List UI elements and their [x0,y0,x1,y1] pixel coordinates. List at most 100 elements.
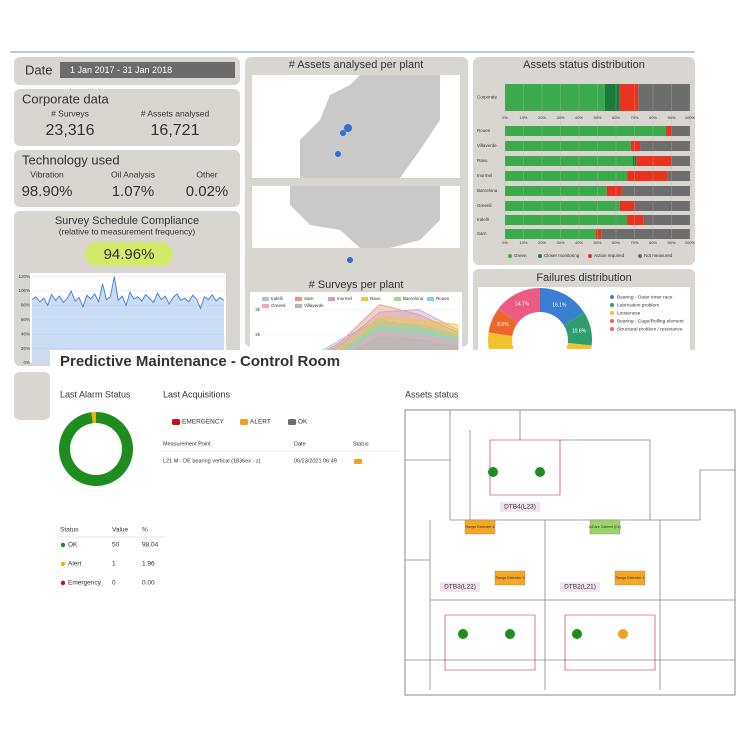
asset-status[interactable] [535,467,545,477]
status-percent: 1.96 [142,561,155,568]
bar-segment [627,171,668,181]
y-tick-label: 20% [21,346,30,351]
legend-tag [240,419,248,425]
pie-slice [563,312,592,346]
legend-label: Structural problem / resonance [617,326,683,332]
kpi-label: Other [196,169,217,179]
value-label: 14.7% [515,302,530,308]
asset-status[interactable] [458,629,468,639]
value-label: 8.0% [497,322,509,328]
bar-segment [505,126,666,136]
table-header: % [142,527,148,534]
section-title: Last Acquisitions [163,389,231,399]
bar-segment [505,171,628,181]
bar-segment [643,215,690,225]
legend-label: Green [514,253,527,258]
section-title: Last Alarm Status [60,389,131,399]
status-percent: 0.00 [142,580,155,587]
bar-segment [606,186,622,196]
legend-swatch [394,297,401,301]
legend-label: Action required [594,253,625,258]
y-tick-label: 80% [21,303,30,308]
acquisition-date: 06/23/2021 06:49 [294,458,337,464]
page-title: Predictive Maintenance - Control Room [60,353,340,370]
asset-status[interactable] [505,629,515,639]
legend-swatch [610,295,614,299]
legend-swatch [361,297,368,301]
legend-label: Ravu [370,296,381,301]
x-tick-label: 50% [593,115,601,120]
x-tick-label: 0% [502,115,508,120]
legend-label: Barcelona [403,296,424,301]
status-tag [354,459,362,464]
failures-chart: 16.1% 10.6% 8.0% 14.7% Bearing - Outer inner… [488,288,684,349]
technology-panel [14,150,240,207]
status-label: Alert [68,561,82,568]
kpi-value: 16,721 [151,122,200,139]
legend-label: Rouen [436,296,450,301]
x-tick-label: 90% [667,115,675,120]
x-tick-label: 60% [612,115,620,120]
x-tick-label: 40% [575,115,583,120]
kpi-value: 0.02% [186,183,229,200]
bar-segment [505,201,620,211]
bar-segment [505,141,631,151]
legend-label: Iralelli [271,296,283,301]
legend-label: Sarn [304,296,314,301]
bar-segment [627,215,644,225]
legend-swatch [610,319,614,323]
x-tick-label: 100% [685,115,696,120]
category-label: Barcelona [477,188,498,193]
legend-swatch [610,327,614,331]
date-dropdown[interactable] [60,62,235,78]
bar-segment [505,229,596,239]
table-header: Status [353,441,369,447]
legend-label: Greenli [271,303,286,308]
category-label: Greenli [477,203,492,208]
y-tick-label: 0% [23,360,30,365]
x-tick-label: 100% [685,240,696,245]
status-label: OK [68,542,78,549]
bar-segment [671,156,690,166]
kpi-label: Vibration [30,169,64,179]
category-label: Sarn [477,231,487,236]
category-label: Rouen [477,128,491,133]
area-label: DTB3(L22) [444,584,476,591]
panel-title: Survey Schedule Compliance [55,215,199,227]
panel-title: Assets status distribution [523,59,645,71]
category-label: Iralelli [477,217,489,222]
equipment-links [444,439,656,671]
legend-label: Inormel [337,296,352,301]
legend-swatch [508,254,512,258]
compliance-pill [85,242,173,266]
pie-slice [91,412,96,424]
legend-label: Looseness [617,310,641,316]
legend-swatch [638,254,642,258]
bar-segment [505,84,605,111]
asset-status[interactable] [572,629,582,639]
x-tick-label: 80% [649,115,657,120]
legend-swatch [538,254,542,258]
bar-segment [671,126,690,136]
asset-status[interactable] [488,467,498,477]
status-value: 1 [112,561,116,568]
pie-slice [498,288,540,324]
floor-plan [404,409,736,696]
bar-segment [636,156,672,166]
panel-title: # Assets analysed per plant [289,59,424,71]
panel-title: Corporate data [22,91,109,106]
x-tick-label: 10% [519,240,527,245]
kpi-value: 1.07% [112,183,155,200]
x-tick-label: 30% [556,240,564,245]
bar-segment [505,186,607,196]
bar-segment [621,186,690,196]
category-label: Inormel [477,173,492,178]
panel-title: Technology used [22,152,120,167]
legend-swatch [295,297,302,301]
status-value: 0 [112,580,116,587]
pie-slice [488,308,518,336]
asset-status[interactable] [618,629,628,639]
map-dot [335,151,341,157]
table-header: Date [294,441,306,447]
